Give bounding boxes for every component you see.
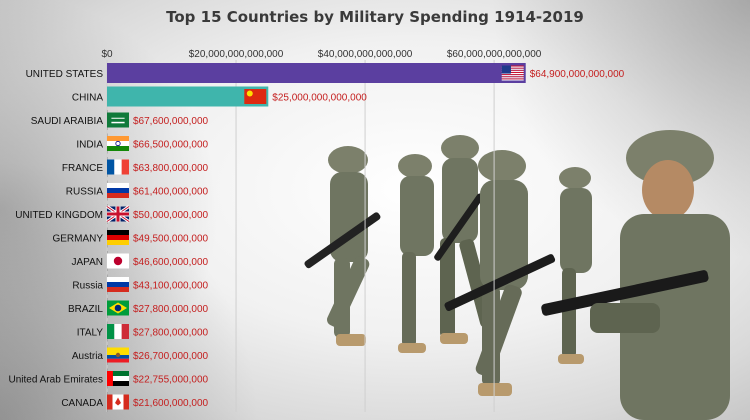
x-tick-label: $20,000,000,000,000	[189, 49, 284, 60]
category-label: United Arab Emirates	[9, 375, 104, 386]
bar	[107, 86, 269, 107]
india-flag-icon	[107, 136, 129, 151]
x-tick-label: $60,000,000,000,000	[447, 49, 542, 60]
value-label: $26,700,000,000	[133, 351, 209, 362]
value-label: $61,400,000,000	[133, 187, 209, 198]
value-label: $46,600,000,000	[133, 257, 209, 268]
saudi-arabia-flag-icon	[107, 112, 129, 128]
russia-flag-icon	[107, 183, 129, 198]
germany-flag-icon	[107, 230, 129, 245]
value-label: $49,500,000,000	[133, 234, 209, 245]
category-labels: $64,900,000,000,000 UNITED STATES $25,000,…	[9, 69, 625, 409]
value-label: $27,800,000,000	[133, 328, 209, 339]
russia-flag-icon	[107, 277, 129, 292]
uae-flag-icon	[107, 371, 129, 386]
x-axis-ticks: $0 $20,000,000,000,000 $40,000,000,000,000…	[101, 49, 541, 60]
bars	[106, 63, 526, 412]
canada-flag-icon	[107, 394, 129, 410]
ecuador-flag-icon	[107, 347, 129, 363]
value-label: $27,800,000,000	[133, 304, 209, 315]
category-label: SAUDI ARAIBIA	[31, 116, 104, 127]
value-label: $21,600,000,000	[133, 398, 209, 409]
x-tick-label: $40,000,000,000,000	[318, 49, 413, 60]
chart-title: Top 15 Countries by Military Spending 19…	[166, 8, 584, 26]
category-label: Russia	[72, 281, 103, 292]
category-label: FRANCE	[62, 163, 103, 174]
soldiers-image	[304, 130, 730, 420]
uk-flag-icon	[106, 205, 130, 223]
category-label: RUSSIA	[66, 187, 104, 198]
value-label: $43,100,000,000	[133, 281, 209, 292]
value-label: $25,000,000,000,000	[272, 93, 367, 104]
category-label: UNITED STATES	[26, 69, 104, 80]
category-label: UNITED KINGDOM	[15, 210, 103, 221]
value-label: $50,000,000,000	[133, 210, 209, 221]
category-label: CHINA	[72, 93, 103, 104]
france-flag-icon	[107, 159, 129, 175]
value-label: $67,600,000,000	[133, 116, 209, 127]
value-label: $66,500,000,000	[133, 140, 209, 151]
brazil-flag-icon	[107, 300, 129, 316]
x-tick-label: $0	[101, 49, 113, 60]
value-label: $63,800,000,000	[133, 163, 209, 174]
italy-flag-icon	[107, 324, 129, 339]
category-label: GERMANY	[52, 234, 103, 245]
category-label: JAPAN	[72, 257, 104, 268]
category-label: BRAZIL	[68, 304, 103, 315]
bar	[107, 63, 526, 83]
japan-flag-icon	[107, 253, 129, 269]
category-label: CANADA	[61, 398, 103, 409]
category-label: Austria	[72, 351, 104, 362]
value-label: $64,900,000,000,000	[530, 69, 625, 80]
value-label: $22,755,000,000	[133, 375, 209, 386]
us-flag-icon	[501, 65, 524, 81]
category-label: INDIA	[76, 140, 103, 151]
china-flag-icon	[244, 89, 267, 104]
category-label: ITALY	[77, 328, 104, 339]
